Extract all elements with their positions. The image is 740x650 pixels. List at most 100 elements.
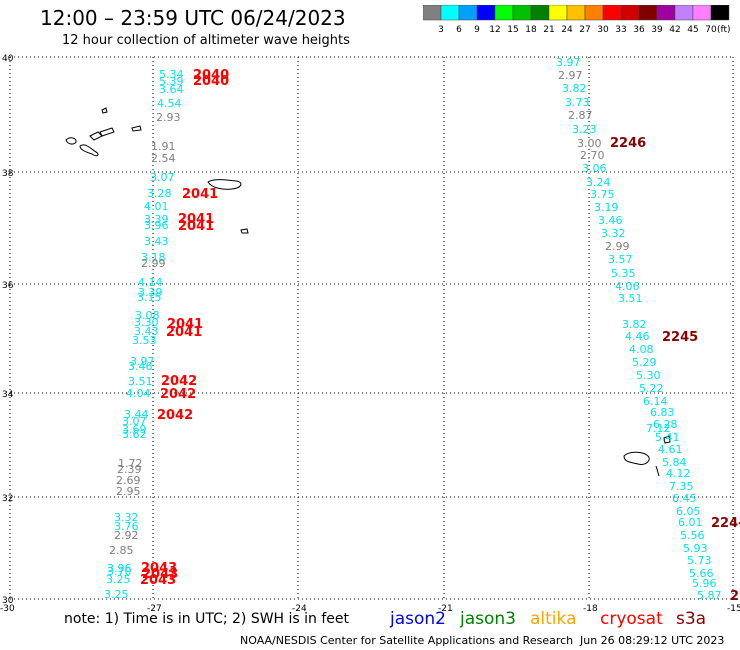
wave-height-label: 3.64	[159, 83, 184, 96]
wave-height-label: 5.34	[159, 68, 184, 81]
wave-height-label: 3.07	[122, 415, 147, 428]
colorbar-tick-label: 27	[579, 25, 590, 35]
wave-height-label: 5.22	[639, 382, 664, 395]
colorbar-swatch	[656, 5, 676, 21]
wave-height-label: 5.56	[680, 529, 705, 542]
altimeter-track-labels: 5.345.393.644.542.93 1.912.54 3.07 3.284.01…	[104, 56, 740, 604]
colorbar-swatch	[530, 5, 550, 21]
overpass-time-label: 2041	[182, 187, 218, 202]
map-grid	[9, 56, 734, 600]
latitude-label: 30	[2, 596, 14, 606]
wave-height-label: 5.29	[632, 356, 657, 369]
wave-height-label: 3.46	[598, 214, 623, 227]
colorbar-swatch	[566, 5, 586, 21]
island-outline	[240, 228, 249, 234]
latitude-label: 32	[2, 494, 13, 504]
wave-height-label: 2.85	[109, 544, 134, 557]
wave-height-label: 3.96	[144, 219, 169, 232]
wave-height-label: 3.19	[594, 201, 619, 214]
wave-height-label: 3.25	[106, 573, 131, 586]
wave-height-label: 3.23	[572, 123, 597, 136]
colorbar-tick-label: 45	[687, 25, 698, 35]
wave-height-label: 3.82	[562, 82, 587, 95]
longitude-label: -18	[583, 604, 598, 614]
wave-height-label: 3.97	[130, 355, 155, 368]
wave-height-label: 4.61	[658, 443, 683, 456]
wave-height-label: 2.97	[558, 69, 583, 82]
wave-height-label: 3.51	[128, 375, 153, 388]
wave-height-label: 4.46	[625, 330, 650, 343]
colorbar-swatch	[620, 5, 640, 21]
colorbar-tick-label: 21	[543, 25, 554, 35]
island-outline	[623, 451, 650, 465]
wave-height-label: 4.12	[666, 467, 691, 480]
wave-height-label: 3.57	[608, 253, 633, 266]
overpass-time-label: 2042	[160, 387, 196, 402]
overpass-time-label: 2	[730, 589, 739, 604]
wave-height-label: 2.69	[116, 474, 141, 487]
wave-height-label: 3.08	[135, 309, 160, 322]
overpass-time-label: 2042	[161, 374, 197, 389]
generated-timestamp: Jun 26 08:29:12 UTC 2023	[580, 634, 725, 647]
credit-line: NOAA/NESDIS Center for Satellite Applica…	[240, 634, 574, 647]
colorbar-swatch	[692, 5, 712, 21]
satellite-legend-cryosat: cryosat	[600, 609, 663, 629]
overpass-time-label: 2041	[178, 212, 214, 227]
wave-height-label: 4.08	[629, 343, 654, 356]
wave-height-label: 3.07	[150, 171, 175, 184]
wave-height-label: 7.12	[646, 422, 671, 435]
wave-height-label: 4.14	[138, 276, 163, 289]
wave-height-label: 2.99	[141, 257, 166, 270]
wave-height-label: 6.45	[672, 492, 697, 505]
colorbar-tick-label: 3	[438, 25, 444, 35]
colorbar-tick-label: 6	[456, 25, 462, 35]
colorbar-swatch	[548, 5, 568, 21]
island-outline	[79, 144, 99, 157]
island-outline	[65, 137, 77, 145]
longitude-label: -15	[727, 604, 740, 614]
wave-height-label: 5.41	[655, 431, 680, 444]
wave-height-label: 3.06	[582, 162, 607, 175]
wave-height-label: 6.14	[643, 395, 668, 408]
wave-height-label: 5.96	[692, 577, 717, 590]
wave-height-label: 3.39	[144, 213, 169, 226]
colorbar-tick-label: 70	[705, 25, 717, 35]
wave-height-label: 3.75	[590, 188, 615, 201]
color-legend: 3 6 9 12 15 18 21 24 27 30 33 36 39 42 45 70 (ft)	[423, 5, 731, 35]
wave-height-label: 5.39	[159, 75, 184, 88]
wave-height-label: 3.51	[618, 292, 643, 305]
page-title: 12:00 – 23:59 UTC 06/24/2023	[40, 6, 346, 30]
wave-height-label: 4.06	[615, 280, 640, 293]
island-outline	[101, 107, 108, 114]
wave-height-label: 5.93	[683, 542, 708, 555]
island-outlines	[65, 107, 671, 477]
overpass-time-label: 2043	[140, 573, 176, 588]
colorbar-swatch	[423, 5, 442, 21]
wave-height-label: 3.25	[104, 588, 129, 601]
wave-height-label: 2.70	[580, 149, 605, 162]
page-subtitle: 12 hour collection of altimeter wave hei…	[62, 33, 350, 48]
wave-height-label: 3.30	[134, 316, 159, 329]
wave-height-label: 3.15	[137, 291, 162, 304]
wave-height-label: 3.28	[147, 187, 172, 200]
overpass-time-label: 2245	[662, 330, 698, 345]
colorbar-swatch	[710, 5, 730, 21]
colorbar-swatch	[512, 5, 532, 21]
colorbar-tick-label: 9	[474, 25, 480, 35]
wave-height-label: 4.04	[126, 387, 151, 400]
colorbar-swatch	[494, 5, 514, 21]
wave-height-label: 3.00	[577, 137, 602, 150]
colorbar-tick-label: 15	[507, 25, 518, 35]
colorbar-swatch	[476, 5, 496, 21]
overpass-time-label: 2246	[610, 136, 646, 151]
wave-height-label: 3.96	[107, 562, 132, 575]
wave-height-label: 3.82	[622, 318, 647, 331]
colorbar-swatch	[440, 5, 460, 21]
wave-height-label: 6.05	[676, 505, 701, 518]
colorbar-unit: (ft)	[717, 25, 731, 35]
wave-height-label: 3.24	[586, 176, 611, 189]
wave-height-label: 3.43	[134, 325, 159, 338]
wave-height-label: 5.30	[636, 369, 661, 382]
island-outline	[99, 127, 115, 137]
